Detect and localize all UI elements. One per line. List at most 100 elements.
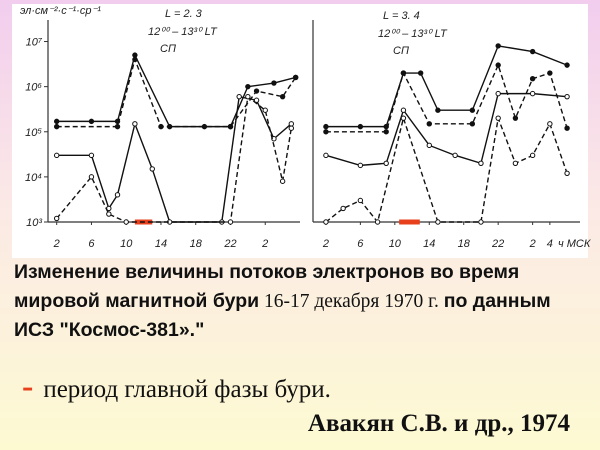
data-point (340, 205, 346, 212)
data-point (53, 123, 60, 130)
data-point (469, 121, 476, 127)
data-point (53, 118, 60, 125)
data-point (426, 142, 432, 149)
x-tick-label: 10 (120, 238, 133, 250)
data-point (400, 70, 407, 76)
data-point (400, 107, 407, 113)
data-point (564, 125, 570, 131)
series-line (325, 115, 568, 224)
data-point (88, 152, 95, 159)
data-point (383, 160, 389, 166)
data-point (383, 129, 389, 135)
data-point (564, 62, 570, 68)
y-tick-label: 10⁶ (25, 82, 42, 94)
data-point (114, 123, 121, 130)
series-line (325, 92, 568, 167)
data-point (227, 219, 234, 225)
data-point (452, 152, 458, 159)
x-tick-label: 18 (190, 238, 203, 250)
caption: Изменение величины потоков электронов во… (14, 258, 594, 345)
data-point (417, 70, 424, 76)
data-point (529, 152, 536, 159)
x-tick-label: 2 (322, 238, 329, 250)
data-point (357, 197, 364, 204)
data-point (512, 160, 519, 166)
data-point (88, 118, 95, 125)
data-point (426, 121, 432, 127)
data-point (279, 178, 286, 184)
caption-bold: Изменение величины потоков электронов во… (14, 261, 520, 312)
source: Авакян С.В. и др., 1974 (307, 410, 570, 437)
data-point (279, 93, 286, 100)
y-axis-title: эл·см⁻²·с⁻¹·ср⁻¹ (20, 5, 101, 17)
data-point (495, 115, 501, 121)
x-tick-label: 2 (261, 238, 268, 250)
data-point (114, 192, 121, 198)
data-point (478, 160, 484, 166)
data-point (292, 74, 299, 81)
data-point (529, 48, 536, 55)
data-point (123, 219, 129, 225)
x-tick-label: 4 (547, 238, 553, 250)
y-tick-label: 10⁵ (25, 127, 42, 139)
data-point (236, 93, 242, 100)
data-point (357, 123, 364, 130)
data-point (435, 219, 441, 225)
data-point (253, 97, 260, 103)
annotation: L = 2. 3 (165, 8, 203, 20)
data-point (271, 80, 277, 86)
data-point (495, 90, 501, 97)
data-point (495, 62, 501, 68)
annotation: 12⁰⁰ – 13³⁰ LT (148, 26, 218, 38)
data-point (323, 129, 329, 135)
y-tick-label: 10⁴ (25, 172, 42, 184)
x-tick-label: 18 (458, 238, 471, 250)
data-point (132, 52, 138, 58)
data-point (323, 123, 329, 130)
data-point (469, 107, 476, 113)
data-point (435, 107, 441, 113)
x-tick-label: 14 (155, 238, 167, 250)
data-point (323, 152, 329, 159)
x-tick-label: 2 (53, 238, 60, 250)
data-point (106, 211, 112, 217)
data-point (512, 115, 519, 121)
data-point (357, 162, 364, 169)
data-point (564, 170, 570, 177)
figure-background (12, 4, 588, 258)
data-point (547, 121, 553, 127)
x-axis-title: ч МСК (558, 238, 591, 250)
annotation: СП (393, 45, 409, 57)
data-point (478, 219, 484, 225)
x-tick-label: 14 (423, 238, 435, 250)
data-point (245, 93, 251, 100)
data-point (547, 70, 553, 76)
legend-text: период главной фазы бури. (43, 376, 331, 403)
data-point (495, 43, 501, 49)
caption-bold: по данным ИСЗ "Космос-381»." (14, 290, 551, 341)
data-point (253, 88, 260, 94)
x-tick-label: 10 (389, 238, 402, 250)
series-line (56, 95, 292, 223)
data-point (53, 215, 60, 222)
data-point (132, 56, 138, 63)
y-tick-label: 10⁷ (26, 37, 43, 49)
x-tick-label: 22 (491, 238, 504, 250)
caption-normal: 16-17 декабря 1970 г. (263, 291, 439, 312)
y-tick-label: 10³ (26, 217, 42, 229)
series-line (325, 63, 568, 133)
data-point (374, 219, 381, 225)
data-point (529, 76, 536, 82)
data-point (227, 123, 234, 130)
series-line (56, 57, 297, 128)
main-phase-bar (399, 219, 420, 225)
data-point (323, 219, 329, 225)
data-point (245, 83, 251, 90)
annotation: 12⁰⁰ – 13³⁰ LT (378, 28, 448, 40)
data-point (53, 152, 60, 159)
x-tick-label: 2 (529, 238, 536, 250)
data-point (288, 125, 295, 131)
data-point (149, 166, 155, 172)
annotation: СП (160, 43, 176, 55)
